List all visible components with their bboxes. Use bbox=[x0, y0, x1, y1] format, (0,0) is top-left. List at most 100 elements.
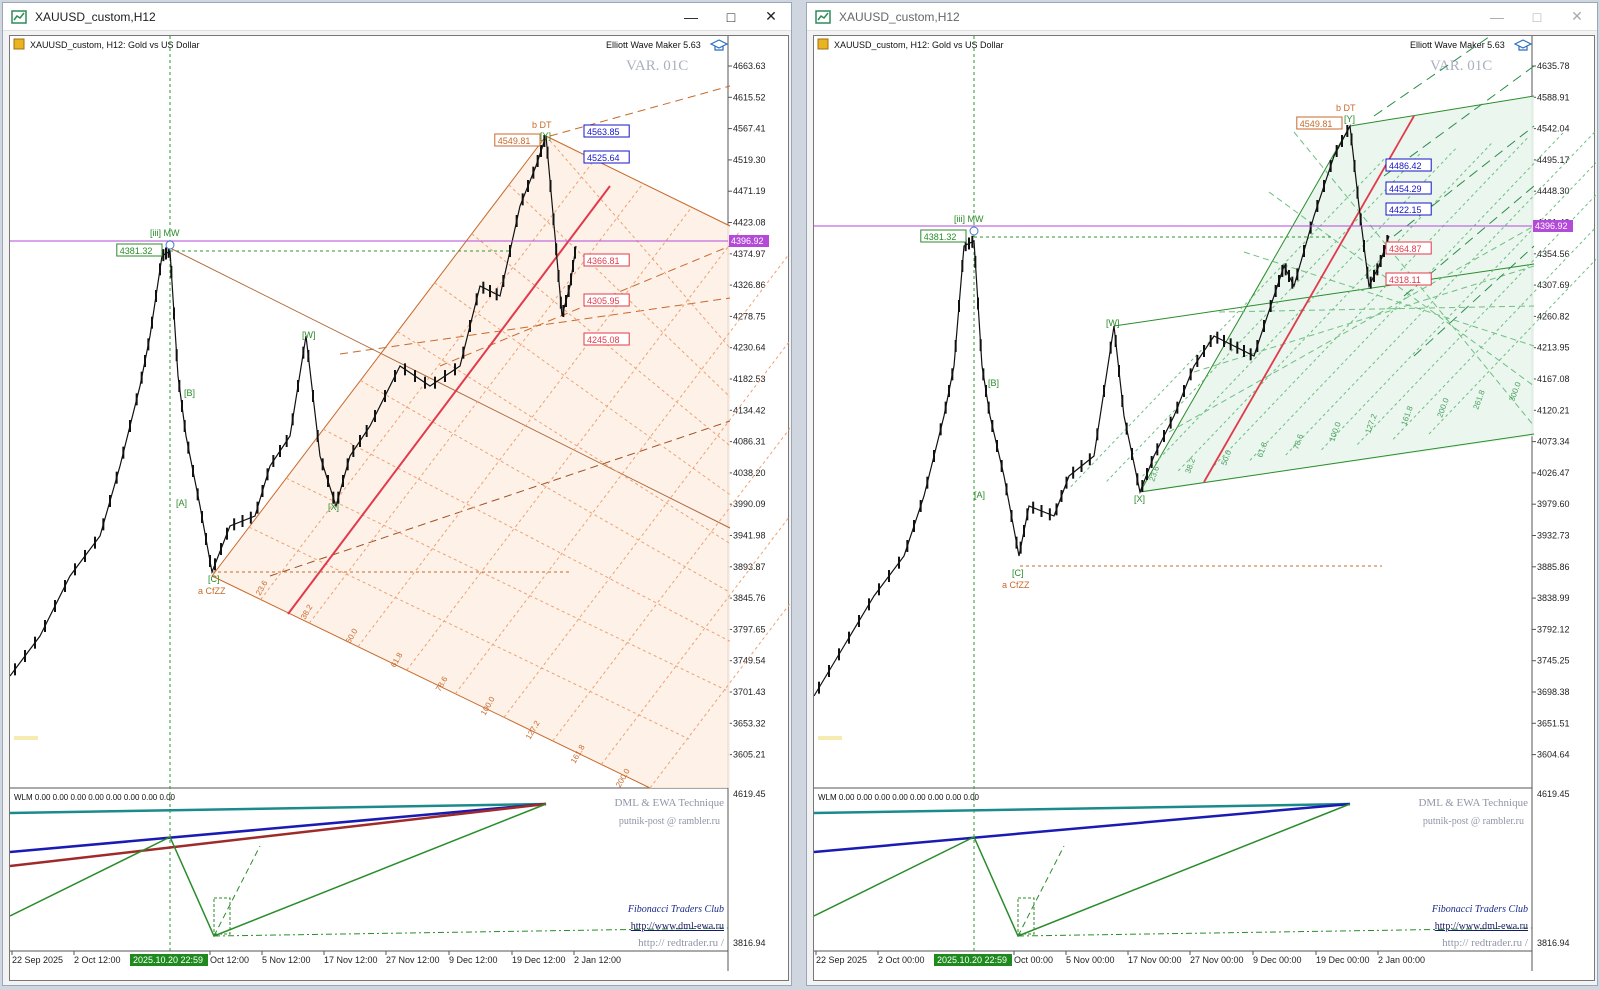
candle bbox=[151, 316, 153, 329]
link-fibonacci[interactable]: Fibonacci Traders Club bbox=[1431, 904, 1528, 915]
wlm-box bbox=[1017, 897, 1035, 935]
link-dml-ewa[interactable]: http://www.dml-ewa.ru bbox=[1435, 921, 1528, 932]
tag-blue: 4454.29 bbox=[1389, 184, 1422, 194]
candle bbox=[1284, 263, 1287, 276]
price-axis-label: 4134.42 bbox=[733, 405, 766, 415]
chart-canvas[interactable]: 4635.784588.914542.044495.174448.304401.… bbox=[814, 36, 1596, 982]
wave-label-y: [Y] bbox=[1344, 114, 1355, 124]
close-icon[interactable]: ✕ bbox=[765, 8, 777, 24]
candle bbox=[297, 380, 299, 392]
candle bbox=[868, 598, 870, 611]
wlm-zigzag bbox=[10, 803, 547, 937]
candle bbox=[233, 518, 236, 531]
candle bbox=[1176, 401, 1179, 414]
candle bbox=[828, 665, 830, 677]
price-axis-label: 4038.20 bbox=[733, 468, 766, 478]
candle bbox=[346, 458, 349, 471]
candle bbox=[165, 247, 167, 260]
price-axis-label: 3885.86 bbox=[1537, 562, 1570, 572]
candle bbox=[209, 555, 211, 567]
tag-mw-box bbox=[920, 229, 967, 243]
candle bbox=[987, 401, 990, 414]
candle bbox=[1189, 368, 1192, 381]
candle bbox=[532, 166, 535, 179]
candle bbox=[1163, 430, 1165, 442]
candle bbox=[570, 273, 572, 286]
price-axis-label: 4615.52 bbox=[733, 92, 766, 102]
price-axis-label: 3745.25 bbox=[1537, 656, 1570, 666]
fib-grid-line bbox=[1177, 141, 1494, 472]
wave-label-x: [X] bbox=[1134, 494, 1145, 504]
chart-canvas[interactable]: 4663.63 4615.52 4567.41 4519.30 4471.19 4423.… bbox=[10, 36, 790, 982]
price-axis-label: 4120.21 bbox=[1537, 405, 1570, 415]
candle bbox=[312, 390, 314, 402]
candle bbox=[155, 290, 157, 302]
chart-window-right[interactable]: XAUUSD_custom,H12 — □ ✕ 4635.78 4588.91 45… bbox=[806, 2, 1598, 986]
candle bbox=[543, 135, 546, 147]
wave-label-a: [A] bbox=[974, 490, 985, 500]
candle bbox=[404, 363, 406, 376]
candle bbox=[1146, 468, 1148, 480]
candle bbox=[1080, 460, 1083, 472]
price-axis-label: 3893.87 bbox=[733, 562, 766, 572]
price-axis-label: 4182.53 bbox=[733, 374, 766, 384]
dashed-channel bbox=[1373, 36, 1492, 117]
wave-label-a_cfzz: a CfZZ bbox=[198, 586, 226, 596]
candle bbox=[1040, 505, 1043, 517]
price-axis-label: 4663.63 bbox=[733, 61, 766, 71]
price-axis-label: 4278.75 bbox=[733, 311, 766, 321]
tag-blue-box bbox=[583, 124, 630, 138]
fib-grid-line bbox=[434, 282, 731, 496]
candle bbox=[220, 543, 222, 555]
tick-volume-marker bbox=[14, 736, 38, 740]
candle bbox=[996, 440, 998, 452]
link-redtrader[interactable]: http:// redtrader.ru / bbox=[638, 937, 725, 949]
candle bbox=[249, 511, 252, 524]
channel-line bbox=[545, 135, 731, 227]
chart-area[interactable]: 4635.784588.914542.044495.174448.304401.… bbox=[813, 35, 1596, 982]
wlm-dashed bbox=[1017, 845, 1065, 937]
fib-fill-region bbox=[1140, 96, 1534, 492]
candle bbox=[173, 307, 175, 320]
channel-line bbox=[1139, 433, 1535, 493]
candle bbox=[94, 536, 96, 549]
wlm-line-blue bbox=[10, 802, 547, 854]
candle bbox=[1015, 536, 1018, 549]
candle bbox=[979, 339, 982, 352]
marker-icon bbox=[165, 240, 175, 250]
candle bbox=[919, 500, 922, 512]
link-dml-ewa[interactable]: http://www.dml-ewa.ru bbox=[631, 921, 724, 932]
candle bbox=[384, 390, 386, 402]
maximize-icon[interactable]: □ bbox=[1532, 8, 1542, 25]
fib-grid-line bbox=[1213, 135, 1530, 466]
window-titlebar[interactable]: XAUUSD_custom,H12 — □ ✕ bbox=[807, 3, 1597, 31]
indicator-name: Elliott Wave Maker 5.63 bbox=[1410, 40, 1505, 50]
wlm-dashdot bbox=[213, 927, 729, 937]
chart-area[interactable]: 4663.63 4615.52 4567.41 4519.30 4471.19 4423.… bbox=[9, 35, 790, 982]
candle bbox=[1278, 275, 1280, 287]
minimize-icon[interactable]: — bbox=[684, 8, 698, 25]
candle bbox=[1296, 268, 1299, 281]
candle bbox=[913, 520, 915, 532]
maximize-icon[interactable]: □ bbox=[726, 8, 736, 25]
current-price-box bbox=[1533, 220, 1573, 232]
time-axis-label: 2 Oct 00:00 bbox=[878, 955, 925, 965]
fib-grid-line bbox=[357, 206, 693, 647]
close-icon[interactable]: ✕ bbox=[1571, 8, 1583, 24]
price-axis-label: 4588.91 bbox=[1537, 92, 1570, 102]
candle bbox=[1350, 133, 1353, 146]
window-titlebar[interactable]: XAUUSD_custom,H12 — □ ✕ bbox=[3, 3, 791, 31]
credit-line: putnik-post @ rambler.ru bbox=[619, 816, 720, 827]
dashed-channel bbox=[549, 85, 731, 137]
candle bbox=[1341, 135, 1343, 147]
link-redtrader[interactable]: http:// redtrader.ru / bbox=[1442, 937, 1529, 949]
candle bbox=[1141, 480, 1144, 492]
candle bbox=[162, 249, 165, 262]
price-axis-label: 3653.32 bbox=[733, 718, 766, 728]
time-axis-label: 27 Nov 00:00 bbox=[1190, 955, 1244, 965]
candle bbox=[1291, 276, 1294, 289]
minimize-icon[interactable]: — bbox=[1490, 8, 1504, 25]
link-fibonacci[interactable]: Fibonacci Traders Club bbox=[627, 904, 724, 915]
chart-window-left[interactable]: XAUUSD_custom,H12 — □ ✕ 4663.63 4615.52 45… bbox=[2, 2, 792, 986]
candle bbox=[1363, 240, 1365, 252]
